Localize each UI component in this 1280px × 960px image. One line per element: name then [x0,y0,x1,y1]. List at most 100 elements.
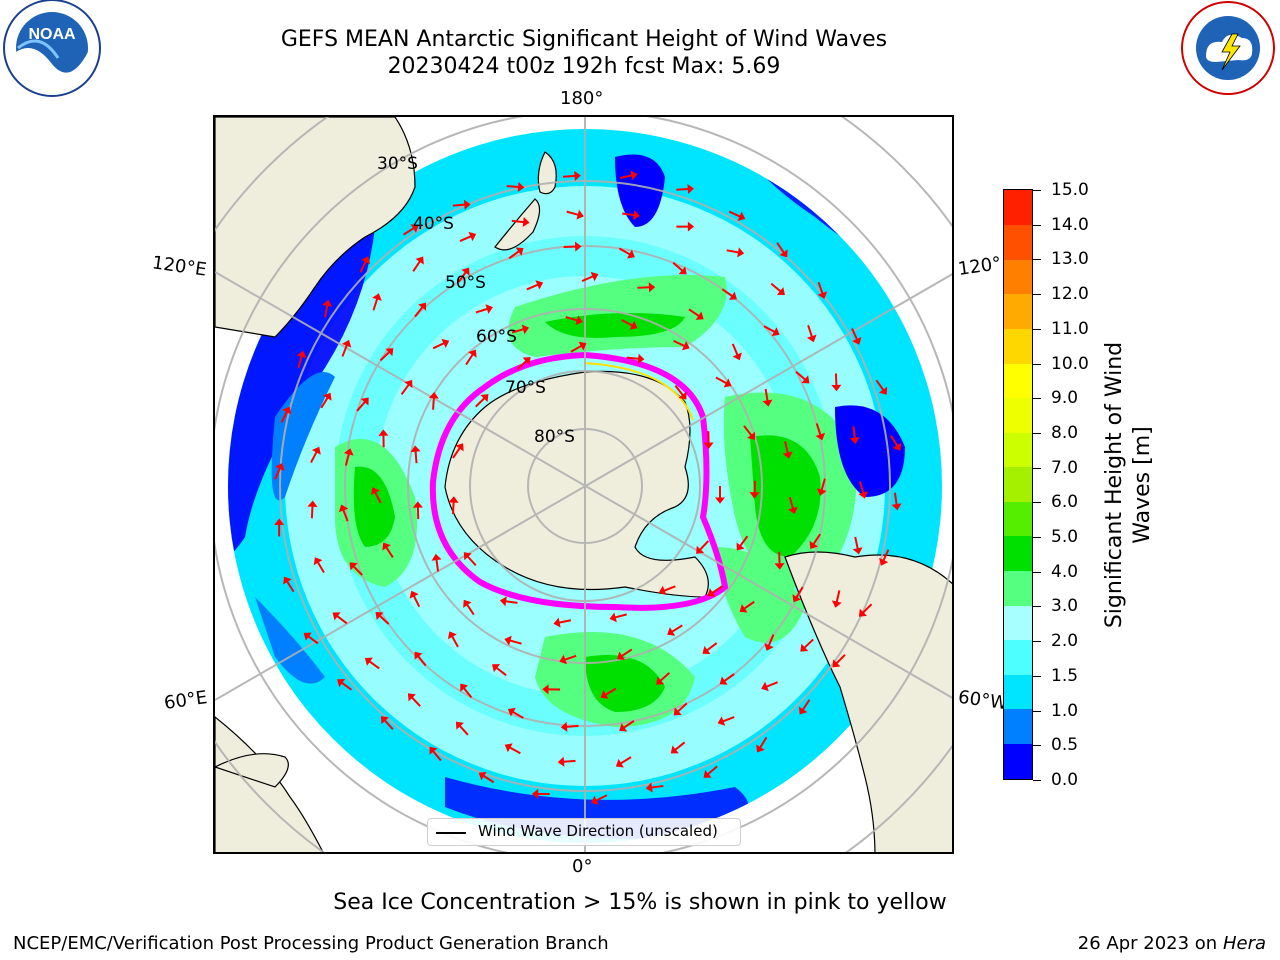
colorbar-tick-label: 0.0 [1051,770,1079,790]
colorbar-segment [1004,605,1032,641]
wave-direction-arrow [779,249,788,258]
lat-label-70s: 70°S [505,378,546,398]
colorbar-tick-label: 8.0 [1051,422,1079,443]
wave-direction-arrow [776,287,785,296]
wave-direction-arrow [410,445,421,453]
wave-direction-arrow [626,249,635,259]
colorbar-tick [1033,363,1041,365]
colorbar-segment [1004,190,1032,226]
colorbar-segment [1004,293,1032,329]
wave-direction-arrow [553,617,561,628]
map-title: GEFS MEAN Antarctic Significant Height o… [280,27,888,52]
wave-direction-arrow [714,497,726,504]
lat-label-30s: 30°S [377,154,418,174]
wave-direction-arrow [275,463,285,471]
lon-label-bottom: 0° [572,856,593,877]
wave-direction-arrow [667,627,676,636]
wave-direction-arrow [378,429,389,436]
colorbar-tick [1033,190,1041,191]
lat-label-60s: 60°S [476,327,517,347]
colorbar-tick-label: 9.0 [1051,388,1079,409]
wave-direction-arrow [468,349,477,358]
nws-logo-icon [1176,0,1280,104]
colorbar-tick [1033,259,1041,261]
colorbar-tick [1033,328,1041,330]
wave-direction-arrow [409,590,419,599]
sea-ice-edge [429,351,729,611]
wave-direction-arrow [732,352,742,361]
colorbar-segment [1004,259,1032,295]
wave-direction-arrow [323,392,332,401]
wave-direction-arrow [849,437,860,445]
wave-direction-arrow [522,357,531,366]
wave-direction-arrow [687,221,695,232]
lon-label-left-upper: 120°E [150,252,208,281]
wave-direction-arrow [282,406,292,415]
colorbar-tick-label: 4.0 [1051,561,1079,582]
wave-direction-arrow [560,721,568,732]
wave-direction-arrow [656,676,665,685]
colorbar-tick [1033,502,1041,504]
wave-direction-arrow [696,545,705,554]
wave-direction-arrow [574,170,581,181]
wave-direction-arrow [361,256,371,265]
wave-direction-arrow [858,491,869,499]
colorbar-segment [1004,432,1032,468]
wave-direction-arrow [590,271,599,282]
colorbar-tick [1033,675,1041,677]
wave-direction-arrow [576,209,584,220]
wave-direction-arrow [858,608,867,617]
colorbar-tick [1033,537,1041,539]
wave-direction-arrow [815,432,826,441]
wave-direction-arrow [463,552,472,561]
colorbar-tick-label: 10.0 [1051,353,1089,374]
wave-direction-arrow [852,547,863,555]
colorbar-tick [1033,467,1041,469]
colorbar-tick [1033,780,1041,781]
wave-direction-arrow [817,291,828,299]
wave-direction-arrow [455,443,464,452]
wave-direction-arrow [615,758,624,768]
wave-direction-arrow [792,594,802,603]
wave-direction-arrow [632,210,640,221]
colorbar-segment [1004,743,1032,779]
wave-direction-arrow [460,683,469,692]
wave-direction-arrow [575,315,583,326]
wave-direction-arrow [703,769,712,778]
wave-direction-arrow [338,504,349,513]
wave-direction-arrow [557,756,565,767]
colorbar-segment [1004,362,1032,399]
wave-direction-arrow [719,676,728,685]
wave-direction-arrow [504,743,513,753]
wave-direction-arrow [852,336,862,345]
wave-direction-arrow [274,518,285,525]
wave-direction-arrow [816,488,827,496]
lon-label-right-upper: 120° [956,253,1003,280]
wave-direction-arrow [448,496,459,503]
colorbar-tick-label: 7.0 [1051,457,1079,478]
wave-direction-arrow [788,506,798,515]
wave-direction-arrow [609,612,617,623]
wave-direction-arrow [737,247,745,258]
lon-label-top: 180° [560,88,604,109]
wave-direction-arrow [542,684,549,695]
wave-direction-arrow [737,211,746,221]
wave-direction-arrow [431,553,442,561]
colorbar-tick [1033,710,1041,712]
lat-label-50s: 50°S [445,273,486,293]
wave-direction-arrow [892,442,902,451]
wave-direction-arrow [522,217,530,228]
wave-direction-arrow [761,681,769,692]
colorbar-segment [1004,397,1032,433]
wave-direction-arrow [504,635,512,646]
colorbar-tick-label: 6.0 [1051,492,1079,513]
wind-wave-arrows [274,170,902,805]
wave-direction-arrow [762,399,773,407]
noaa-logo-icon: NOAA [0,0,104,104]
lat-label-40s: 40°S [413,214,454,234]
colorbar-tick-label: 1.0 [1051,700,1079,721]
wave-direction-arrow [578,341,587,351]
wave-direction-arrow [728,291,737,300]
wave-direction-arrow [507,707,516,717]
wave-direction-arrow [380,716,389,725]
